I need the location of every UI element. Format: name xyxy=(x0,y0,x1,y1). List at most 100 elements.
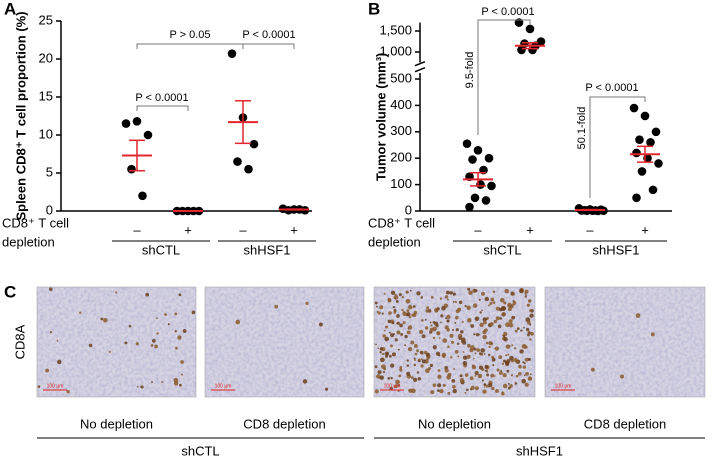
stained-cell xyxy=(458,336,462,340)
stained-cell xyxy=(100,317,104,321)
stained-cell xyxy=(483,383,487,387)
data-point xyxy=(484,153,494,163)
stained-cell xyxy=(374,301,378,305)
stained-cell xyxy=(434,308,438,312)
stained-cell xyxy=(381,312,384,315)
stained-cell xyxy=(459,374,463,378)
stained-cell xyxy=(466,354,471,359)
stained-cell xyxy=(375,343,377,346)
stained-cell xyxy=(425,352,430,357)
stained-cell xyxy=(446,374,451,380)
stained-cell xyxy=(490,373,495,378)
stained-cell xyxy=(151,381,153,383)
stained-cell xyxy=(454,321,457,324)
stained-cell xyxy=(406,359,409,362)
stained-cell xyxy=(505,322,510,328)
micrograph: 100 μm xyxy=(373,286,536,398)
stained-cell xyxy=(481,379,484,382)
stained-cell xyxy=(495,389,499,393)
data-point xyxy=(132,117,142,126)
stained-cell xyxy=(507,353,510,356)
stained-cell xyxy=(432,383,437,387)
stained-cell xyxy=(437,389,440,393)
stained-cell xyxy=(503,331,508,337)
stained-cell xyxy=(530,331,534,336)
stained-cell xyxy=(470,385,475,391)
stained-cell xyxy=(401,296,405,299)
stained-cell xyxy=(486,370,489,373)
stained-cell xyxy=(398,293,402,297)
stained-cell xyxy=(429,363,433,367)
stained-cell xyxy=(514,382,518,385)
stained-cell xyxy=(445,290,450,295)
stained-cell xyxy=(475,333,480,337)
stained-cell xyxy=(491,386,495,391)
stained-cell xyxy=(524,357,529,362)
scale-bar-label: 100 μm xyxy=(47,383,64,389)
stained-cell xyxy=(420,296,423,299)
stained-cell xyxy=(491,357,496,362)
stained-cell xyxy=(479,311,482,314)
y-tick-label: 1,000 xyxy=(379,43,412,58)
row-label: CD8A xyxy=(12,324,27,359)
stained-cell xyxy=(473,333,476,336)
stained-cell xyxy=(472,364,475,367)
data-point xyxy=(465,202,474,212)
stained-cell xyxy=(394,384,398,389)
stained-cell xyxy=(444,368,449,373)
data-point xyxy=(637,167,647,176)
stained-cell xyxy=(527,320,531,325)
stained-cell xyxy=(523,374,526,377)
stained-cell xyxy=(469,376,474,381)
stained-cell xyxy=(416,371,420,374)
stained-cell xyxy=(453,367,456,370)
stained-cell xyxy=(464,304,467,308)
group-label: shHSF1 xyxy=(516,443,563,458)
stained-cell xyxy=(451,379,456,383)
stained-cell xyxy=(156,317,158,320)
stained-cell xyxy=(457,355,460,358)
stained-cell xyxy=(390,376,393,380)
annotation: 50.1-fold xyxy=(576,107,588,150)
stained-cell xyxy=(432,326,437,332)
micrograph: 100 μm xyxy=(544,286,706,398)
y-tick-label: 5 xyxy=(46,164,53,179)
data-point xyxy=(470,193,480,203)
stained-cell xyxy=(466,343,471,348)
stained-cell xyxy=(407,325,413,330)
stained-cell xyxy=(452,301,455,303)
stained-cell xyxy=(400,333,404,336)
stained-cell xyxy=(391,352,396,357)
stained-cell xyxy=(458,300,463,305)
stained-cell xyxy=(444,295,449,299)
stained-cell xyxy=(391,321,395,325)
data-point xyxy=(249,139,259,149)
stained-cell xyxy=(489,322,494,326)
stained-cell xyxy=(474,289,478,293)
stained-cell xyxy=(410,340,415,345)
stained-cell xyxy=(492,301,496,304)
stained-cell xyxy=(399,323,403,328)
stained-cell xyxy=(510,374,514,377)
stained-cell xyxy=(420,358,423,361)
stained-cell xyxy=(380,357,385,363)
stained-cell xyxy=(529,313,534,318)
stained-cell xyxy=(527,331,531,335)
stained-cell xyxy=(509,384,513,388)
stained-cell xyxy=(495,306,501,311)
stained-cell xyxy=(388,311,392,315)
stained-cell xyxy=(434,321,439,326)
stained-cell xyxy=(482,320,487,325)
stained-cell xyxy=(442,338,448,343)
stained-cell xyxy=(493,319,498,324)
stained-cell xyxy=(173,377,179,383)
micrograph-texture xyxy=(37,287,196,397)
stained-cell xyxy=(527,333,530,337)
stained-cell xyxy=(420,364,424,368)
stained-cell xyxy=(473,347,477,351)
y-tick-label: 300 xyxy=(390,123,412,138)
annotation: P < 0.0001 xyxy=(242,29,295,41)
stained-cell xyxy=(401,308,404,312)
bracket xyxy=(242,43,295,49)
stained-cell xyxy=(525,372,529,376)
